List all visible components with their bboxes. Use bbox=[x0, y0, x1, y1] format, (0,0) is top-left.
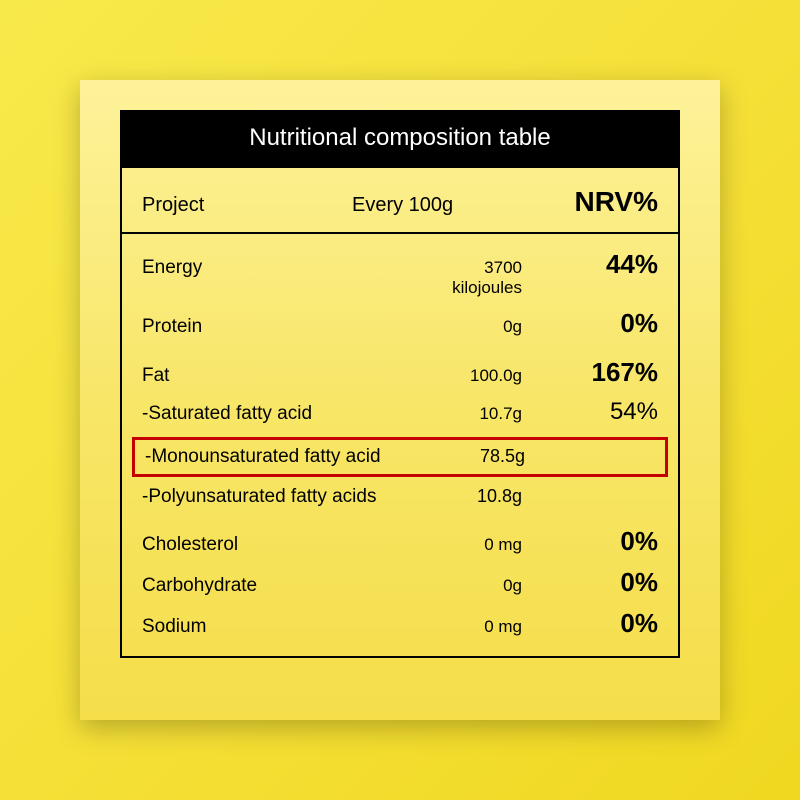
row-sodium: Sodium 0 mg 0% bbox=[142, 603, 658, 644]
header-every100g: Every 100g bbox=[332, 194, 532, 217]
row-polyunsaturated: -Polyunsaturated fatty acids 10.8g bbox=[142, 481, 658, 513]
label-carbohydrate: Carbohydrate bbox=[142, 575, 412, 597]
header-nrv: NRV% bbox=[532, 186, 658, 218]
value-carbohydrate: 0g bbox=[412, 576, 522, 596]
label-energy: Energy bbox=[142, 257, 412, 279]
row-monounsaturated: -Monounsaturated fatty acid 78.5g bbox=[145, 446, 655, 468]
highlight-box: -Monounsaturated fatty acid 78.5g bbox=[132, 437, 668, 477]
row-protein: Protein 0g 0% bbox=[142, 303, 658, 344]
title-bar: Nutritional composition table bbox=[120, 110, 680, 166]
value-saturated: 10.7g bbox=[412, 404, 522, 424]
label-polyunsaturated: -Polyunsaturated fatty acids bbox=[142, 486, 412, 508]
header-project: Project bbox=[142, 194, 332, 217]
table-body: Energy 3700 kilojoules 44% Protein 0g 0%… bbox=[122, 234, 678, 656]
value-protein: 0g bbox=[412, 317, 522, 337]
label-saturated: -Saturated fatty acid bbox=[142, 403, 412, 425]
label-cholesterol: Cholesterol bbox=[142, 534, 412, 556]
pct-cholesterol: 0% bbox=[522, 526, 658, 557]
row-carbohydrate: Carbohydrate 0g 0% bbox=[142, 562, 658, 603]
pct-carbohydrate: 0% bbox=[522, 567, 658, 598]
table-header: Project Every 100g NRV% bbox=[122, 168, 678, 234]
pct-energy: 44% bbox=[522, 249, 658, 280]
pct-fat: 167% bbox=[522, 357, 658, 388]
pct-saturated: 54% bbox=[522, 398, 658, 426]
value-monounsaturated: 78.5g bbox=[415, 446, 525, 467]
label-fat: Fat bbox=[142, 365, 412, 387]
value-cholesterol: 0 mg bbox=[412, 535, 522, 555]
label-protein: Protein bbox=[142, 316, 412, 338]
value-sodium: 0 mg bbox=[412, 617, 522, 637]
row-saturated: -Saturated fatty acid 10.7g 54% bbox=[142, 393, 658, 431]
row-cholesterol: Cholesterol 0 mg 0% bbox=[142, 521, 658, 562]
value-polyunsaturated: 10.8g bbox=[412, 486, 522, 507]
row-energy: Energy 3700 kilojoules 44% bbox=[142, 244, 658, 303]
pct-protein: 0% bbox=[522, 308, 658, 339]
label-monounsaturated: -Monounsaturated fatty acid bbox=[145, 446, 415, 468]
value-fat: 100.0g bbox=[412, 366, 522, 386]
row-fat: Fat 100.0g 167% bbox=[142, 352, 658, 393]
value-energy: 3700 kilojoules bbox=[412, 258, 522, 298]
label-sodium: Sodium bbox=[142, 616, 412, 638]
table-frame: Project Every 100g NRV% Energy 3700 kilo… bbox=[120, 166, 680, 658]
nutrition-panel: Nutritional composition table Project Ev… bbox=[80, 80, 720, 720]
pct-sodium: 0% bbox=[522, 608, 658, 639]
